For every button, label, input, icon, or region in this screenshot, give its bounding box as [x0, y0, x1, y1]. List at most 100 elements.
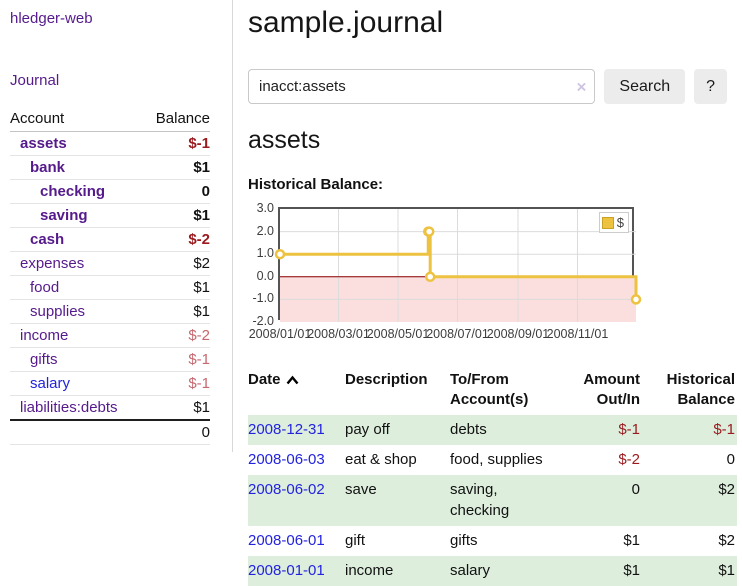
transaction-date-link[interactable]: 2008-06-01 — [248, 532, 325, 549]
main-content: sample.journal × Search ? assets Histori… — [233, 0, 727, 586]
transaction-accounts: saving, checking — [450, 475, 562, 527]
transaction-amount: $1 — [562, 556, 642, 586]
transaction-accounts: food, supplies — [450, 445, 562, 475]
x-axis-tick-label: 2008/03/01 — [307, 327, 370, 341]
account-row: income $-2 — [10, 324, 210, 348]
accounts-total-row: 0 — [10, 420, 210, 445]
sidebar-account-salary[interactable]: salary — [30, 375, 70, 392]
register-header-date[interactable]: Date — [248, 368, 345, 415]
x-axis-tick-label: 2008/11/01 — [547, 327, 609, 341]
chart-plot-area[interactable]: $ — [278, 207, 634, 320]
account-row: checking 0 — [10, 180, 210, 204]
account-row: salary $-1 — [10, 372, 210, 396]
transaction-amount: $-2 — [562, 445, 642, 475]
sidebar-account-checking[interactable]: checking — [40, 183, 105, 200]
sidebar-account-saving[interactable]: saving — [40, 207, 88, 224]
transaction-balance: $2 — [642, 526, 737, 556]
account-row: gifts $-1 — [10, 348, 210, 372]
register-row[interactable]: 2008-12-31 pay off debts $-1 $-1 — [248, 415, 737, 445]
register-row[interactable]: 2008-06-01 gift gifts $1 $2 — [248, 526, 737, 556]
transaction-accounts: gifts — [450, 526, 562, 556]
account-heading: assets — [248, 126, 727, 155]
y-axis-tick-label: -1.0 — [248, 291, 274, 305]
register-header-row: Date Description To/From Account(s) Amou… — [248, 368, 737, 415]
register-header-description: Description — [345, 368, 450, 415]
account-row: food $1 — [10, 276, 210, 300]
search-form: × Search ? — [248, 69, 727, 104]
help-button[interactable]: ? — [694, 69, 727, 104]
account-balance: $1 — [143, 300, 210, 324]
transaction-date-link[interactable]: 2008-12-31 — [248, 421, 325, 438]
balance-chart[interactable]: 3.02.01.00.0-1.0-2.0 $ 2008/01/012008/03… — [248, 207, 728, 347]
search-box: × — [248, 69, 595, 104]
sidebar-account-bank[interactable]: bank — [30, 159, 65, 176]
register-row[interactable]: 2008-06-03 eat & shop food, supplies $-2… — [248, 445, 737, 475]
accounts-header-balance: Balance — [143, 110, 210, 132]
chart-title: Historical Balance: — [248, 176, 727, 193]
chart-legend: $ — [599, 212, 629, 233]
account-balance: $1 — [143, 276, 210, 300]
transaction-description: income — [345, 556, 450, 586]
transaction-accounts: debts — [450, 415, 562, 445]
sidebar-account-supplies[interactable]: supplies — [30, 303, 85, 320]
transaction-balance: $1 — [642, 556, 737, 586]
transaction-amount: 0 — [562, 475, 642, 527]
sidebar-account-assets[interactable]: assets — [20, 135, 67, 152]
transaction-amount: $1 — [562, 526, 642, 556]
page-title: sample.journal — [248, 6, 727, 40]
sort-ascending-icon — [286, 375, 299, 385]
transaction-balance: $-1 — [642, 415, 737, 445]
transaction-date-link[interactable]: 2008-06-03 — [248, 451, 325, 468]
clear-search-icon[interactable]: × — [576, 78, 586, 95]
transaction-description: eat & shop — [345, 445, 450, 475]
search-input[interactable] — [248, 69, 595, 104]
sidebar-account-cash[interactable]: cash — [30, 231, 64, 248]
transaction-date-link[interactable]: 2008-01-01 — [248, 562, 325, 579]
account-balance: $2 — [143, 252, 210, 276]
accounts-header-account: Account — [10, 110, 143, 132]
register-row[interactable]: 2008-01-01 income salary $1 $1 — [248, 556, 737, 586]
x-axis-tick-label: 2008/05/01 — [367, 327, 430, 341]
y-axis-tick-label: -2.0 — [248, 314, 274, 328]
sidebar-item-journal[interactable]: Journal — [10, 72, 59, 89]
brand-link[interactable]: hledger-web — [10, 10, 93, 27]
sidebar-account-food[interactable]: food — [30, 279, 59, 296]
register-row[interactable]: 2008-06-02 save saving, checking 0 $2 — [248, 475, 737, 527]
register-table: Date Description To/From Account(s) Amou… — [248, 368, 737, 586]
date-header-label: Date — [248, 371, 281, 388]
account-row: expenses $2 — [10, 252, 210, 276]
account-row: cash $-2 — [10, 228, 210, 252]
account-balance: $1 — [143, 156, 210, 180]
account-balance: $1 — [143, 204, 210, 228]
register-header-historical: Historical Balance — [642, 368, 737, 415]
sidebar-account-gifts[interactable]: gifts — [30, 351, 58, 368]
search-button[interactable]: Search — [604, 69, 685, 104]
account-balance: $-1 — [143, 132, 210, 156]
account-balance: $-1 — [143, 348, 210, 372]
accounts-total: 0 — [143, 420, 210, 445]
x-axis-tick-label: 2008/07/01 — [426, 327, 489, 341]
register-header-tofrom: To/From Account(s) — [450, 368, 562, 415]
account-balance: $-1 — [143, 372, 210, 396]
sidebar-account-liabilities-debts[interactable]: liabilities:debts — [20, 399, 118, 416]
y-axis-tick-label: 0.0 — [248, 269, 274, 283]
y-axis-tick-label: 3.0 — [248, 201, 274, 215]
account-balance: 0 — [143, 180, 210, 204]
account-row: liabilities:debts $1 — [10, 396, 210, 421]
account-balance: $-2 — [143, 228, 210, 252]
transaction-balance: 0 — [642, 445, 737, 475]
transaction-amount: $-1 — [562, 415, 642, 445]
accounts-header-row: Account Balance — [10, 110, 210, 132]
register-header-amount: Amount Out/In — [562, 368, 642, 415]
transaction-date-link[interactable]: 2008-06-02 — [248, 481, 325, 498]
transaction-balance: $2 — [642, 475, 737, 527]
account-row: bank $1 — [10, 156, 210, 180]
account-row: saving $1 — [10, 204, 210, 228]
transaction-accounts: salary — [450, 556, 562, 586]
account-balance: $1 — [143, 396, 210, 421]
account-row: supplies $1 — [10, 300, 210, 324]
hledger-web-app: hledger-web Journal Account Balance asse… — [0, 0, 742, 586]
account-balance: $-2 — [143, 324, 210, 348]
sidebar-account-income[interactable]: income — [20, 327, 68, 344]
sidebar-account-expenses[interactable]: expenses — [20, 255, 84, 272]
